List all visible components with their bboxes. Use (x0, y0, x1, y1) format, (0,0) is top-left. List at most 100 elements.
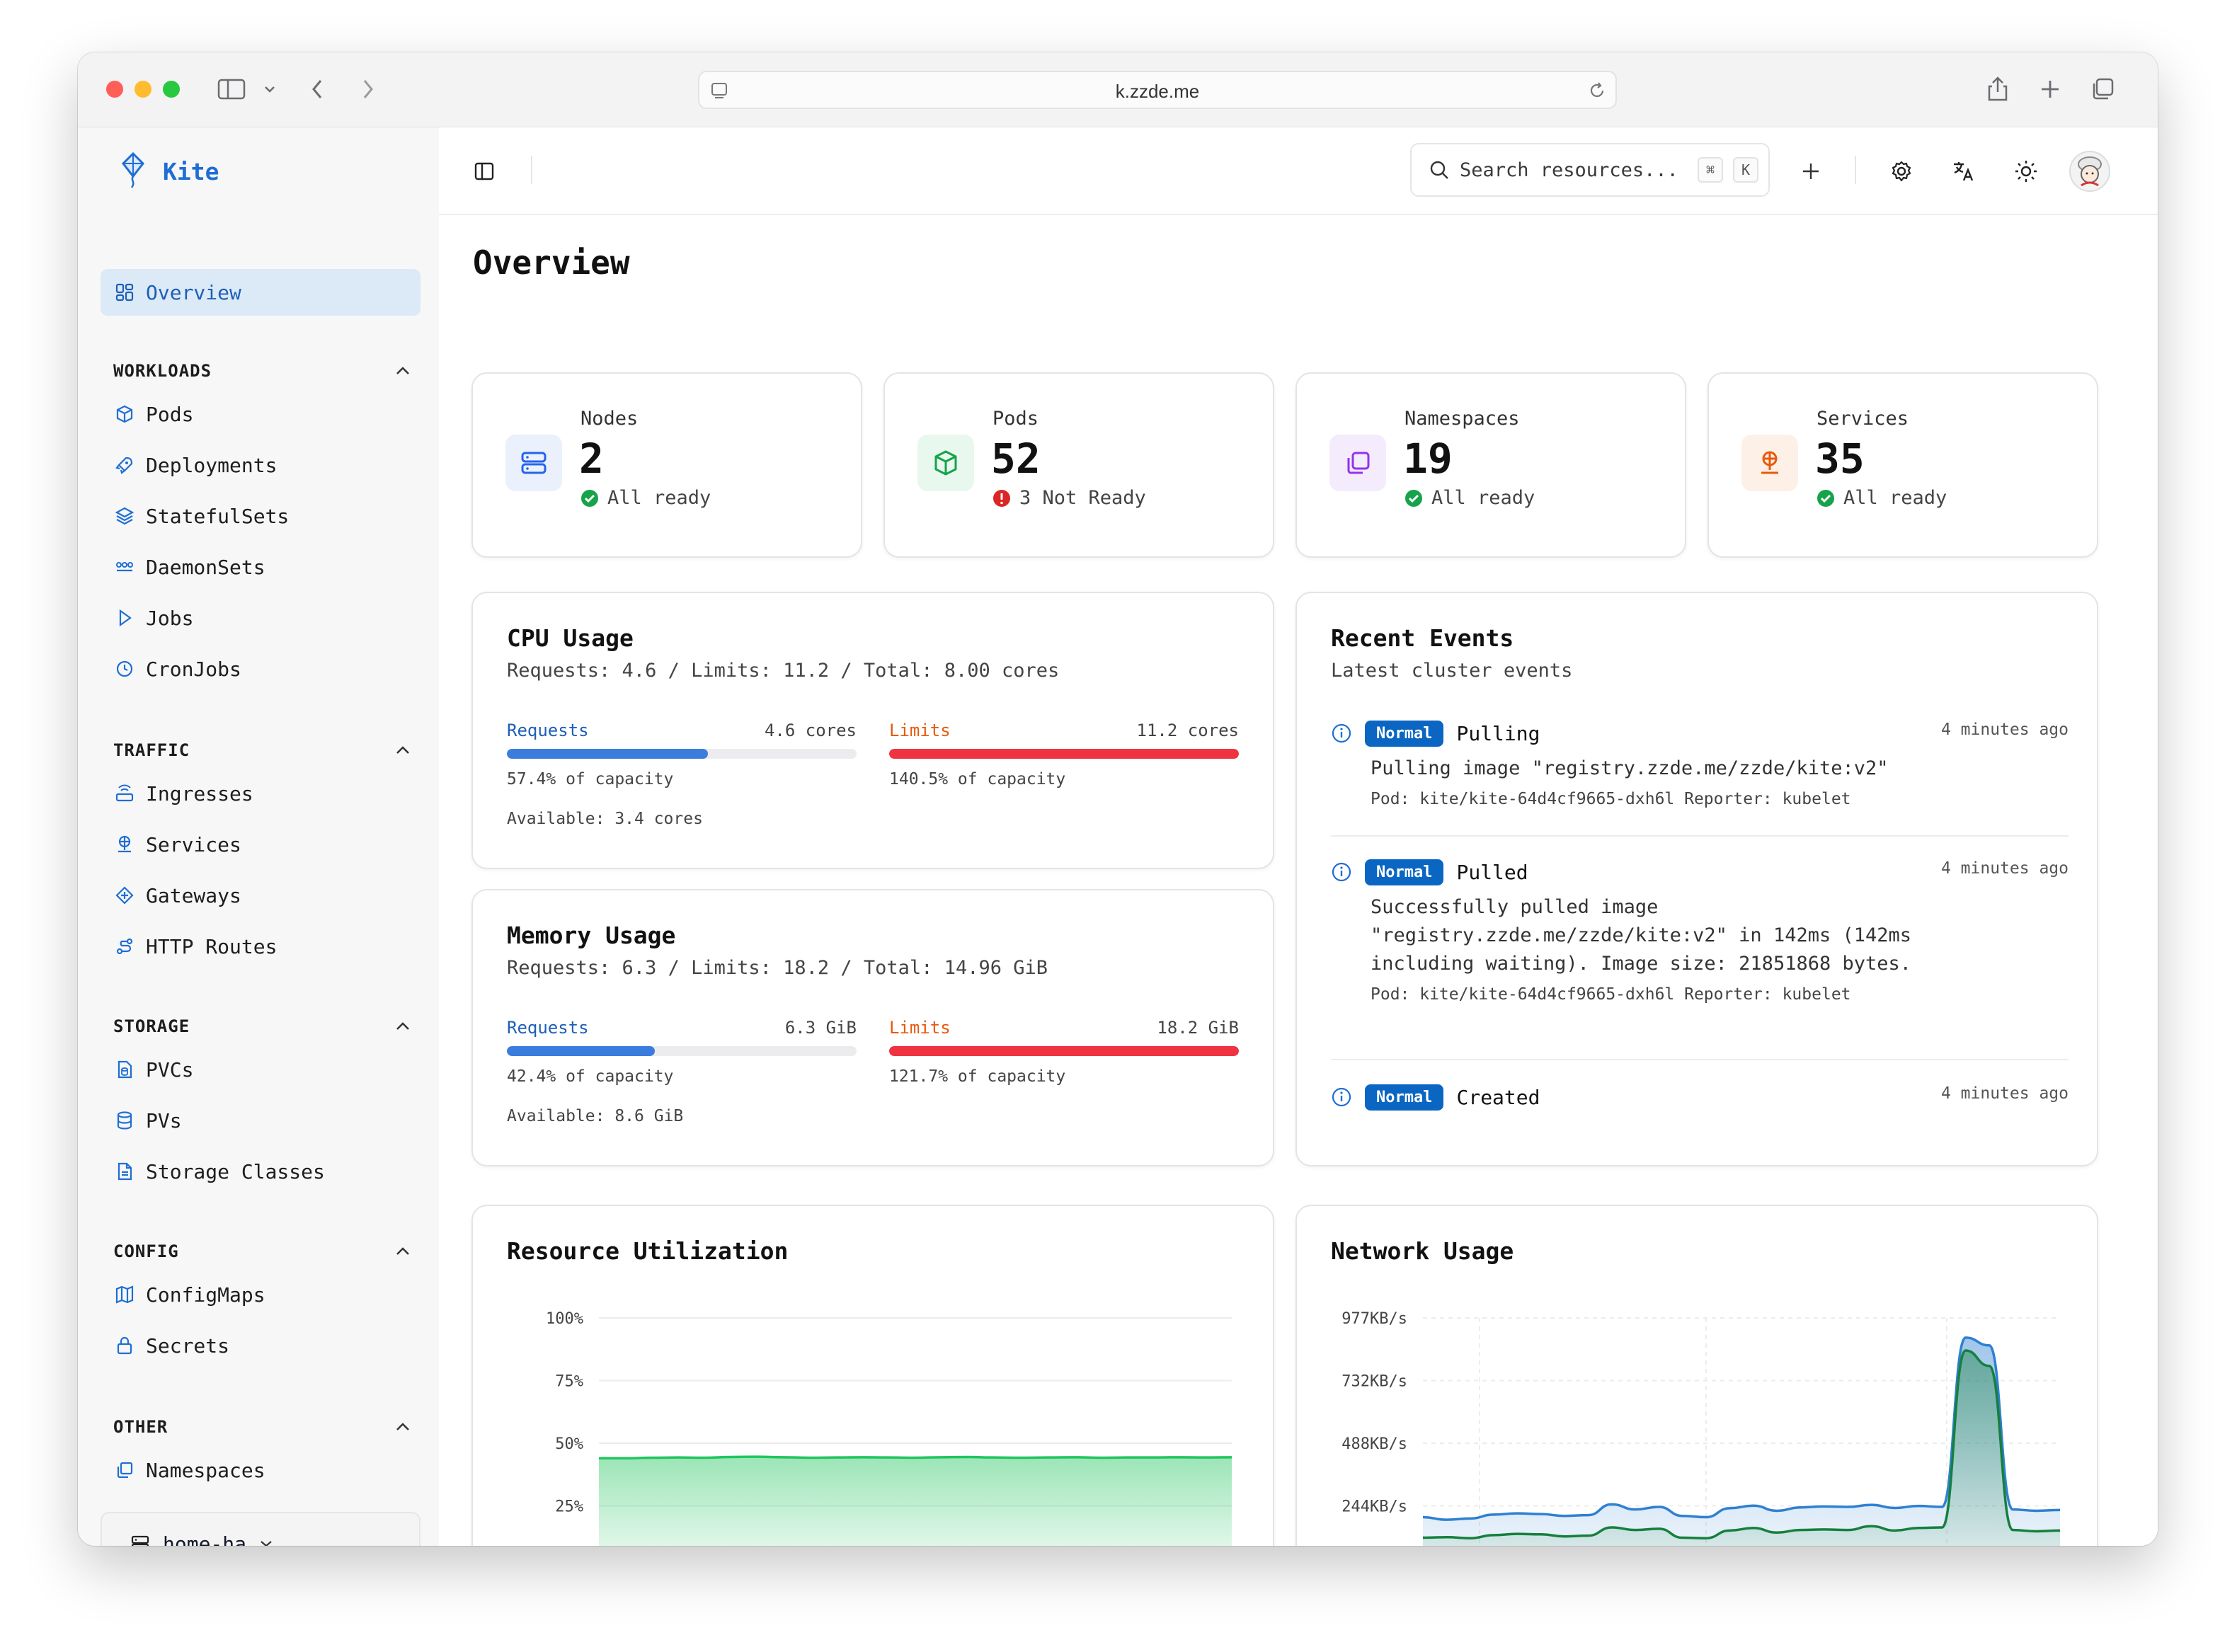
map-icon (115, 1285, 134, 1304)
network-usage-chart: 977KB/s732KB/s488KB/s244KB/s008/31/2025,… (1341, 1310, 2061, 1546)
chevron-up-icon (396, 1022, 409, 1030)
translate-icon[interactable] (1948, 156, 1979, 187)
panel-toggle-icon[interactable] (469, 156, 500, 187)
sidebar-item-label: Storage Classes (146, 1159, 325, 1183)
event-type-badge: Normal (1365, 720, 1444, 747)
bar-value: 18.2 GiB (1157, 1018, 1239, 1038)
sidebar-item-ingresses[interactable]: Ingresses (101, 770, 420, 817)
sidebar-toggle-icon[interactable] (214, 74, 249, 105)
resource-utilization-card: Resource Utilization 100% 75% 50% 25% 0% 23:4… (471, 1205, 1274, 1546)
network-icon (118, 835, 131, 853)
forward-icon[interactable] (354, 74, 382, 105)
info-icon (1332, 1087, 1351, 1107)
rocket-icon (115, 457, 133, 474)
section-title: OTHER (113, 1417, 168, 1437)
event-item[interactable]: Normal Pulled 4 minutes ago Successfully… (1331, 856, 2069, 1004)
chevron-up-icon (396, 746, 409, 754)
sidebar-item-jobs[interactable]: Jobs (101, 595, 420, 641)
stat-card-services[interactable]: Services 35 All ready (1707, 372, 2098, 558)
sidebar-item-namespaces[interactable]: Namespaces (101, 1447, 420, 1493)
sidebar-item-label: PVs (146, 1108, 182, 1132)
sidebar-item-gateways[interactable]: Gateways (101, 872, 420, 919)
card-title: Memory Usage (507, 922, 676, 949)
divider (1855, 156, 1856, 184)
sidebar-item-http-routes[interactable]: HTTP Routes (101, 923, 420, 970)
plus-icon[interactable] (1795, 156, 1826, 187)
cluster-selector[interactable]: home-ha (101, 1512, 420, 1546)
sidebar-item-daemonsets[interactable]: DaemonSets (101, 544, 420, 590)
stat-card-nodes[interactable]: Nodes 2 All ready (471, 372, 862, 558)
stat-status-text: All ready (1843, 487, 1947, 509)
network-icon (1741, 435, 1798, 491)
series-area (599, 1457, 1232, 1546)
section-config[interactable]: CONFIG (113, 1237, 411, 1266)
stat-label: Pods (992, 408, 1039, 430)
box-icon (917, 435, 974, 491)
section-other[interactable]: OTHER (113, 1413, 411, 1441)
event-item[interactable]: Normal Created 4 minutes ago (1331, 1082, 2069, 1113)
bar-percent: 140.5% of capacity (889, 770, 1066, 788)
check-circle-icon (581, 489, 598, 507)
info-icon (1332, 723, 1351, 743)
back-icon[interactable] (303, 74, 331, 105)
stat-status-text: All ready (1431, 487, 1535, 509)
event-time: 4 minutes ago (1940, 1084, 2069, 1103)
chevron-down-icon[interactable] (259, 74, 280, 105)
stat-label: Nodes (580, 408, 639, 430)
section-storage[interactable]: STORAGE (113, 1012, 411, 1040)
sidebar-item-pods[interactable]: Pods (101, 391, 420, 437)
brand[interactable]: Kite (118, 150, 219, 193)
divider (531, 156, 532, 184)
sidebar-item-pvcs[interactable]: PVCs (101, 1046, 420, 1093)
address-bar[interactable]: k.zzde.me (698, 71, 1617, 109)
avatar[interactable] (2067, 149, 2112, 194)
gear-icon[interactable] (1886, 156, 1917, 187)
event-item[interactable]: Normal Pulling 4 minutes ago Pulling ima… (1331, 718, 2069, 808)
sidebar-item-services[interactable]: Services (101, 821, 420, 868)
file-icon (118, 1162, 132, 1181)
search-input[interactable]: Search resources... ⌘ K (1410, 143, 1770, 197)
sun-icon[interactable] (2010, 156, 2042, 187)
sidebar-item-secrets[interactable]: Secrets (101, 1322, 420, 1369)
kbd-k: K (1733, 157, 1758, 183)
bar-value: 4.6 cores (764, 721, 857, 740)
nodes-icon (116, 562, 133, 572)
stat-card-pods[interactable]: Pods 52 3 Not Ready (883, 372, 1274, 558)
progress-fill (507, 749, 708, 759)
minimize-window-button[interactable] (135, 81, 151, 98)
available-text: Available: 3.4 cores (507, 810, 703, 828)
box-icon (116, 405, 133, 423)
sidebar-item-label: CronJobs (146, 657, 241, 681)
stack-icon (115, 507, 135, 525)
sidebar-item-deployments[interactable]: Deployments (101, 442, 420, 488)
zoom-window-button[interactable] (163, 81, 180, 98)
sidebar-item-pvs[interactable]: PVs (101, 1097, 420, 1144)
stat-card-namespaces[interactable]: Namespaces 19 All ready (1295, 372, 1686, 558)
sidebar-item-configmaps[interactable]: ConfigMaps (101, 1271, 420, 1318)
reload-icon[interactable] (1587, 81, 1607, 103)
share-icon[interactable] (1982, 74, 2013, 105)
sidebar-item-label: Pods (146, 402, 194, 426)
stat-status: All ready (1817, 487, 1947, 509)
copy-icon (117, 1462, 133, 1479)
event-time: 4 minutes ago (1940, 859, 2069, 878)
bar-percent: 57.4% of capacity (507, 770, 674, 788)
sidebar-item-cronjobs[interactable]: CronJobs (101, 646, 420, 692)
tab-overview-icon[interactable] (2087, 74, 2118, 105)
stat-status: 3 Not Ready (992, 487, 1146, 509)
chart-title: Network Usage (1331, 1237, 1514, 1265)
browser-window: k.zzde.me Kite Overview WORKLOA (78, 52, 2158, 1546)
bar-label: Limits (889, 721, 951, 740)
section-traffic[interactable]: TRAFFIC (113, 736, 411, 764)
sidebar-item-statefulsets[interactable]: StatefulSets (101, 493, 420, 539)
sidebar-item-storage-classes[interactable]: Storage Classes (101, 1148, 420, 1195)
sidebar-item-overview[interactable]: Overview (101, 269, 420, 316)
event-message: Successfully pulled image "registry.zzde… (1371, 896, 1912, 975)
section-workloads[interactable]: WORKLOADS (113, 357, 411, 385)
close-window-button[interactable] (106, 81, 123, 98)
sidebar-item-label: PVCs (146, 1057, 194, 1082)
event-meta: Pod: kite/kite-64d4cf9665-dxh6l Reporter… (1371, 985, 1851, 1004)
new-tab-icon[interactable] (2035, 74, 2066, 105)
event-reason: Created (1456, 1085, 1540, 1109)
resource-utilization-chart: 100%75%50%25%0%23:49 23:54 23:59 00:04 00:09… (546, 1310, 1232, 1546)
